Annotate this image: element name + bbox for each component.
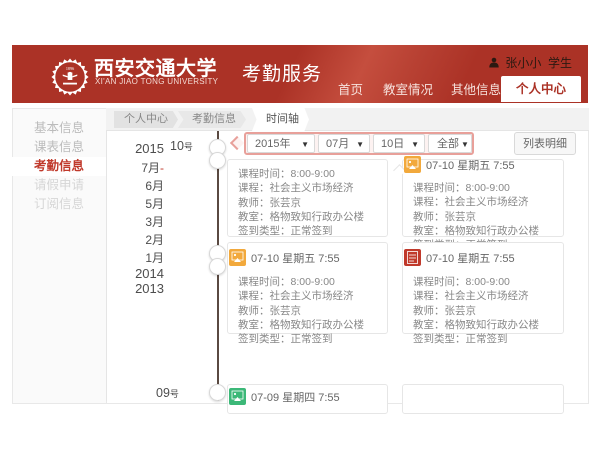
- svg-text:1896: 1896: [66, 66, 74, 71]
